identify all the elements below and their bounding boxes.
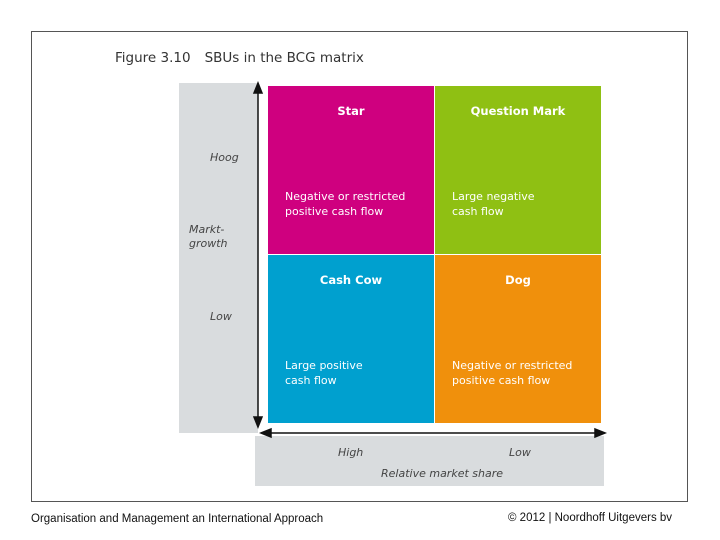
quadrant-star-description: Negative or restricted positive cash flo… [285, 190, 406, 218]
quadrant-dog: Dog Negative or restricted positive cash… [435, 255, 601, 423]
y-axis-low-label: Low [210, 310, 232, 323]
quadrant-star-title: Star [337, 104, 365, 118]
x-axis-title: Relative market share [381, 467, 504, 480]
y-axis-panel [179, 83, 258, 433]
footer-book-title: Organisation and Management an Internati… [31, 513, 324, 525]
x-axis-panel [255, 436, 604, 486]
quadrant-dog-title: Dog [505, 273, 531, 287]
quadrant-cash-cow-description: Large positive cash flow [285, 359, 363, 387]
quadrant-question-mark: Question Mark Large negative cash flow [435, 86, 601, 254]
figure-number: Figure 3.10 [115, 50, 191, 66]
quadrant-star: Star Negative or restricted positive cas… [268, 86, 434, 254]
y-axis-arrow [252, 80, 264, 430]
quadrant-cash-cow-title: Cash Cow [319, 273, 383, 287]
y-axis-high-label: Hoog [210, 151, 239, 164]
y-axis-title: Markt- growth [189, 223, 228, 250]
quadrant-question-mark-title: Question Mark [470, 104, 566, 118]
quadrant-cash-cow: Cash Cow Large positive cash flow [268, 255, 434, 423]
x-axis-high-label: High [338, 446, 364, 459]
figure-caption: SBUs in the BCG matrix [204, 50, 364, 66]
quadrant-question-mark-description: Large negative cash flow [452, 190, 535, 218]
quadrant-dog-description: Negative or restricted positive cash flo… [452, 359, 573, 387]
footer-copyright: © 2012 | Noordhoff Uitgevers bv [508, 512, 673, 524]
figure-title: Figure 3.10 SBUs in the BCG matrix [115, 50, 364, 66]
x-axis-low-label: Low [509, 446, 531, 459]
x-axis-arrow [258, 427, 608, 439]
